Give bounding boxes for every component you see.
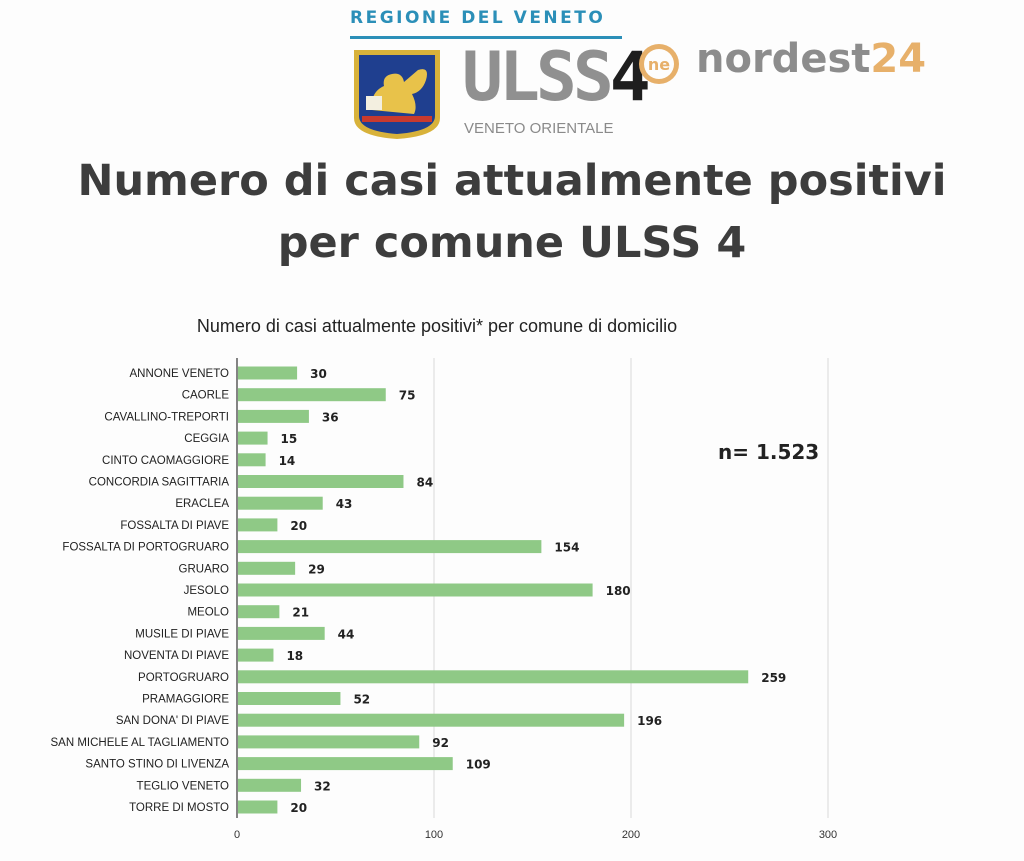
region-name: REGIONE DEL VENETO [350,8,606,28]
bar [238,453,266,467]
value-label: 196 [637,714,662,728]
bar [238,431,268,445]
ulss-text: ULSS [462,38,614,117]
bar [238,713,625,727]
value-label: 36 [322,410,339,424]
site-name-number: 24 [870,36,927,82]
ulss-logo-text: ULSS4 [462,38,651,118]
site-name: nordest24 [696,36,926,82]
page-title-line2: per comune ULSS 4 [277,218,747,268]
value-label: 180 [606,584,631,598]
value-label: 109 [466,758,491,772]
value-label: 14 [279,454,296,468]
bar [238,605,280,619]
x-tick-label: 100 [425,829,443,841]
value-label: 92 [432,736,449,750]
value-label: 43 [336,497,353,511]
bar [238,648,274,662]
bar [238,757,453,771]
bar [238,388,386,402]
category-label: CEGGIA [184,433,229,445]
bar [238,366,298,380]
bar [238,518,278,532]
bar-chart: 0 100 200 300 ANNONE VENETO 30 CAORLE 75 CAVALLI… [50,358,837,841]
category-label: TORRE DI MOSTO [129,802,229,814]
category-label: PRAMAGGIORE [142,694,229,706]
bar [238,692,341,705]
page-title: Numero di casi attualmente positivi per … [0,150,1024,274]
total-count-annotation: n= 1.523 [718,440,820,464]
category-label: FOSSALTA DI PIAVE [120,520,229,532]
value-label: 84 [416,476,433,490]
value-label: 75 [399,389,416,403]
value-label: 20 [290,519,307,533]
category-label: CAORLE [182,390,230,402]
site-logo-mark: ne [648,55,670,74]
value-label: 20 [290,801,307,815]
value-label: 15 [281,432,298,446]
category-label: JESOLO [184,585,229,597]
value-label: 32 [314,779,331,793]
value-label: 18 [286,649,303,663]
value-label: 21 [292,606,309,620]
x-tick-label: 300 [819,829,837,841]
page-title-line1: Numero di casi attualmente positivi [77,156,947,206]
bar [238,800,278,814]
value-label: 52 [353,693,370,707]
category-label: MEOLO [187,607,229,619]
category-label: CINTO CAOMAGGIORE [102,455,229,467]
category-label: SANTO STINO DI LIVENZA [85,759,229,771]
bar [238,735,420,749]
category-label: PORTOGRUARO [138,672,229,684]
region-underline [350,36,622,39]
header: REGIONE DEL VENETO ULSS4 VENETO ORIENTAL… [0,0,1024,150]
category-label: NOVENTA DI PIAVE [124,650,229,662]
bar [238,626,325,640]
x-tick-label: 200 [622,829,640,841]
value-label: 259 [761,671,786,685]
category-label: CONCORDIA SAGITTARIA [89,477,230,489]
bar [238,496,323,510]
bar [238,409,309,423]
bar [238,583,593,597]
site-name-text: nordest [696,36,871,82]
nordest24-logo-icon: ne [639,44,679,84]
bar [238,670,749,684]
category-label: ERACLEA [175,498,229,510]
bar [238,778,302,792]
bar [238,561,296,575]
category-label: FOSSALTA DI PORTOGRUARO [62,542,229,554]
category-label: SAN DONA' DI PIAVE [116,715,230,727]
value-label: 29 [308,562,325,576]
category-label: SAN MICHELE AL TAGLIAMENTO [50,737,229,749]
value-label: 30 [310,367,327,381]
bar [238,475,404,488]
category-label: ANNONE VENETO [130,368,230,380]
ulss-subtitle: VENETO ORIENTALE [464,120,614,137]
lion-crest-icon [354,50,440,139]
category-label: GRUARO [179,563,230,575]
category-label: MUSILE DI PIAVE [135,628,229,640]
bar [238,540,542,554]
value-label: 44 [338,627,355,641]
category-label: TEGLIO VENETO [137,780,230,792]
x-tick-label: 0 [234,829,240,841]
value-label: 154 [554,541,579,555]
chart-title: Numero di casi attualmente positivi* per… [196,316,678,336]
category-label: CAVALLINO-TREPORTI [104,411,229,423]
